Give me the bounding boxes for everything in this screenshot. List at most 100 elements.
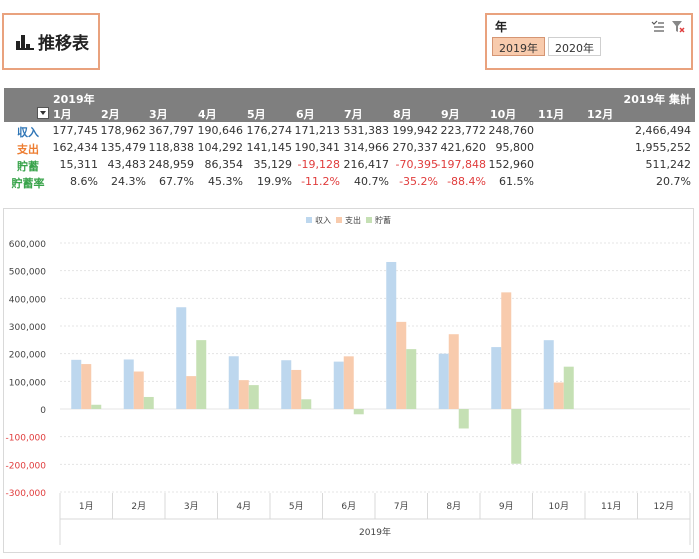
x-tick-label: 12月 (654, 501, 674, 512)
bar-貯蓄 (458, 409, 469, 429)
bar-収入 (123, 359, 134, 409)
month-header: 1月 (53, 108, 72, 121)
x-tick-label: 6月 (341, 501, 356, 512)
bar-支出 (553, 382, 564, 409)
pivot-year-label: 2019年 (53, 93, 95, 106)
bar-貯蓄 (248, 385, 259, 409)
month-header: 2月 (101, 108, 120, 121)
multi-select-icon[interactable] (651, 19, 665, 33)
table-cell: 421,620 (440, 141, 487, 154)
bar-収入 (71, 359, 82, 409)
table-cell: 61.5% (499, 175, 534, 188)
y-tick-label: 600,000 (9, 240, 46, 250)
table-cell: 95,800 (495, 141, 535, 154)
bar-支出 (343, 356, 354, 409)
table-cell: 531,383 (343, 124, 390, 137)
x-tick-label: 2月 (131, 501, 146, 512)
table-cell: -70,395 (395, 158, 438, 171)
bar-貯蓄 (353, 409, 364, 415)
y-tick-label: 100,000 (9, 378, 46, 388)
table-cell: 248,959 (148, 158, 195, 171)
table-cell: 8.6% (70, 175, 98, 188)
bar-支出 (133, 371, 144, 409)
bar-支出 (81, 364, 92, 409)
y-tick-label: 500,000 (9, 268, 46, 278)
x-tick-label: 5月 (289, 501, 304, 512)
table-cell: 24.3% (111, 175, 146, 188)
table-cell: 141,145 (246, 141, 293, 154)
legend-label: 収入 (315, 215, 331, 225)
legend-label: 支出 (345, 215, 361, 225)
month-header: 8月 (393, 108, 412, 121)
table-cell: 314,966 (343, 141, 390, 154)
row-label: 支出 (17, 143, 39, 156)
bar-貯蓄 (511, 409, 522, 464)
row-total: 511,242 (645, 158, 692, 171)
filter-dropdown-button[interactable] (37, 107, 49, 119)
row-total: 2,466,494 (635, 124, 691, 137)
table-cell: 35,129 (253, 158, 293, 171)
table-cell: 199,942 (392, 124, 439, 137)
table-row: 支出 162,434 135,479 118,838 104,292 141,145 190… (4, 139, 695, 156)
bar-支出 (186, 376, 197, 409)
y-tick-label: -200,000 (6, 461, 47, 471)
month-header: 6月 (296, 108, 315, 121)
table-cell: 171,213 (294, 124, 341, 137)
bar-貯蓄 (406, 349, 417, 409)
row-total: 1,955,252 (635, 141, 691, 154)
bar-支出 (396, 321, 407, 409)
month-header: 11月 (538, 108, 565, 121)
table-cell: -11.2% (301, 175, 340, 188)
year-slicer: 年 2019年 2020年 (485, 13, 693, 70)
y-tick-label: 300,000 (9, 323, 46, 333)
month-header: 9月 (441, 108, 460, 121)
table-cell: 177,745 (52, 124, 99, 137)
table-cell: 118,838 (148, 141, 195, 154)
bar-貯蓄 (91, 404, 102, 409)
legend-label: 貯蓄 (375, 215, 391, 225)
table-cell: -19,128 (297, 158, 340, 171)
bar-支出 (238, 380, 249, 409)
legend-swatch (306, 217, 312, 223)
pivot-total-label: 2019年 集計 (623, 93, 691, 106)
month-header: 7月 (344, 108, 363, 121)
table-cell: -35.2% (399, 175, 438, 188)
table-cell: 135,479 (100, 141, 147, 154)
month-header: 4月 (198, 108, 217, 121)
table-cell: 270,337 (392, 141, 439, 154)
table-cell: 190,646 (197, 124, 244, 137)
bar-貯蓄 (301, 399, 312, 409)
table-cell: 86,354 (204, 158, 244, 171)
bar-収入 (438, 353, 449, 409)
row-label: 収入 (17, 126, 39, 139)
table-cell: 67.7% (159, 175, 194, 188)
table-cell: 223,772 (440, 124, 487, 137)
table-cell: 178,962 (100, 124, 147, 137)
y-tick-label: -300,000 (6, 489, 47, 499)
row-label: 貯蓄率 (11, 177, 45, 190)
pivot-header: 2019年 2019年 集計 1月 2月 3月 4月 5月 6月 7月 8月 9月 10月 11月 1… (4, 88, 695, 122)
x-tick-label: 7月 (394, 501, 409, 512)
table-cell: 19.9% (257, 175, 292, 188)
month-header: 12月 (587, 108, 614, 121)
bar-貯蓄 (563, 366, 574, 409)
table-cell: 176,274 (246, 124, 293, 137)
table-cell: 43,483 (107, 158, 147, 171)
bar-支出 (448, 334, 459, 409)
table-cell: 152,960 (488, 158, 535, 171)
slicer-item-2019年[interactable]: 2019年 (492, 37, 545, 56)
table-row: 収入 177,745 178,962 367,797 190,646 176,274 171… (4, 122, 695, 139)
slicer-item-2020年[interactable]: 2020年 (548, 37, 601, 56)
pivot-chart[interactable]: 600,000 500,000 400,000 300,000 200,000 100,0… (3, 208, 694, 553)
page-title: 推移表 (38, 34, 89, 54)
bar-収入 (281, 360, 292, 409)
row-total: 20.7% (656, 175, 691, 188)
report-title-box: 推移表 (2, 13, 100, 70)
table-cell: 40.7% (354, 175, 389, 188)
bar-収入 (228, 356, 239, 409)
bar-支出 (291, 369, 302, 409)
bar-貯蓄 (196, 340, 207, 409)
bar-貯蓄 (143, 396, 154, 409)
clear-filter-icon[interactable] (671, 19, 685, 33)
table-cell: 216,417 (343, 158, 390, 171)
